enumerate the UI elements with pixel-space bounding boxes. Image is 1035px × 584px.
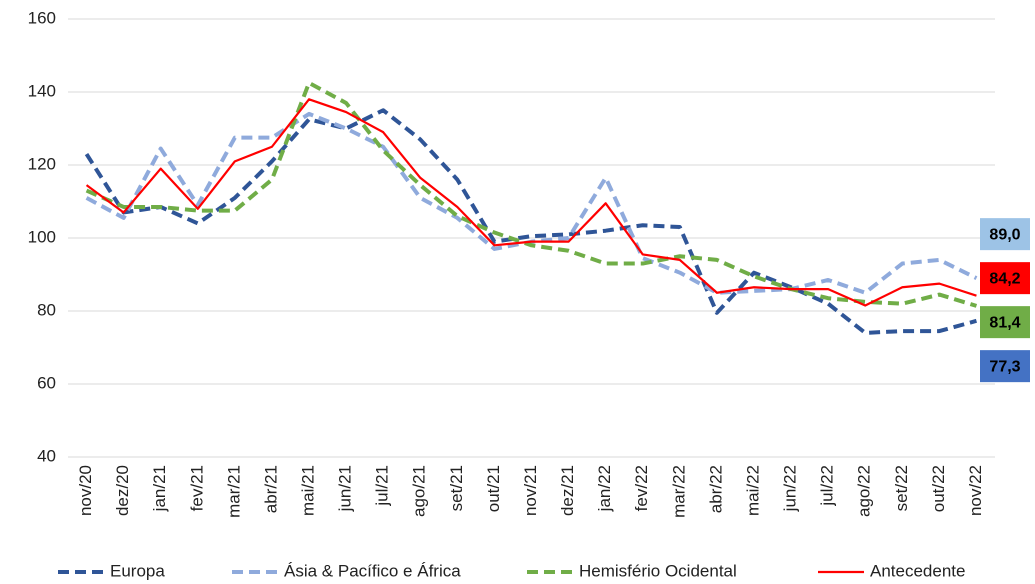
- x-tick-label: out/21: [484, 465, 503, 512]
- series-line: [85, 80, 978, 308]
- value-label-box: [980, 218, 1030, 251]
- x-tick-label: fev/22: [632, 465, 651, 511]
- x-tick-label: jan/22: [595, 465, 614, 512]
- x-tick-label: abr/21: [261, 465, 280, 513]
- x-tick-label: fev/21: [187, 465, 206, 511]
- value-label: 77,3: [989, 358, 1020, 375]
- x-tick-label: jun/21: [336, 465, 355, 512]
- x-tick-label: nov/22: [966, 465, 985, 516]
- x-tick-label: out/22: [929, 465, 948, 512]
- x-tick-label: ago/22: [855, 465, 874, 517]
- x-tick-label: set/22: [892, 465, 911, 511]
- y-tick-label: 60: [37, 373, 56, 392]
- legend-label: Europa: [110, 561, 165, 580]
- y-tick-label: 160: [28, 8, 56, 27]
- x-tick-label: nov/20: [76, 465, 95, 516]
- y-tick-label: 40: [37, 446, 56, 465]
- legend-label: Ásia & Pacífico e África: [284, 561, 461, 580]
- legend-label: Hemisfério Ocidental: [579, 561, 737, 580]
- value-label-box: [980, 306, 1030, 339]
- value-label: 84,2: [989, 270, 1020, 287]
- x-tick-label: dez/20: [113, 465, 132, 516]
- legend-label: Antecedente: [870, 561, 965, 580]
- value-label-box: [980, 262, 1030, 295]
- x-tick-label: set/21: [447, 465, 466, 511]
- series-line: [85, 98, 977, 307]
- x-tick-label: dez/21: [558, 465, 577, 516]
- value-label: 89,0: [989, 226, 1020, 243]
- x-tick-label: ago/21: [410, 465, 429, 517]
- series-line: [85, 111, 978, 295]
- y-tick-label: 140: [28, 81, 56, 100]
- x-tick-label: mar/22: [669, 465, 688, 518]
- value-label: 81,4: [989, 314, 1020, 331]
- x-tick-label: nov/21: [521, 465, 540, 516]
- value-label-box: [980, 350, 1030, 383]
- x-tick-label: abr/22: [706, 465, 725, 513]
- x-tick-label: mar/21: [224, 465, 243, 518]
- y-tick-label: 120: [28, 154, 56, 173]
- x-tick-label: jul/21: [373, 465, 392, 507]
- x-tick-label: mai/21: [299, 465, 318, 516]
- x-tick-label: mai/22: [743, 465, 762, 516]
- series-line: [84, 108, 977, 335]
- x-tick-label: jan/21: [150, 465, 169, 512]
- y-tick-label: 100: [28, 227, 56, 246]
- x-tick-label: jul/22: [818, 465, 837, 507]
- x-tick-label: jun/22: [781, 465, 800, 512]
- y-tick-label: 80: [37, 300, 56, 319]
